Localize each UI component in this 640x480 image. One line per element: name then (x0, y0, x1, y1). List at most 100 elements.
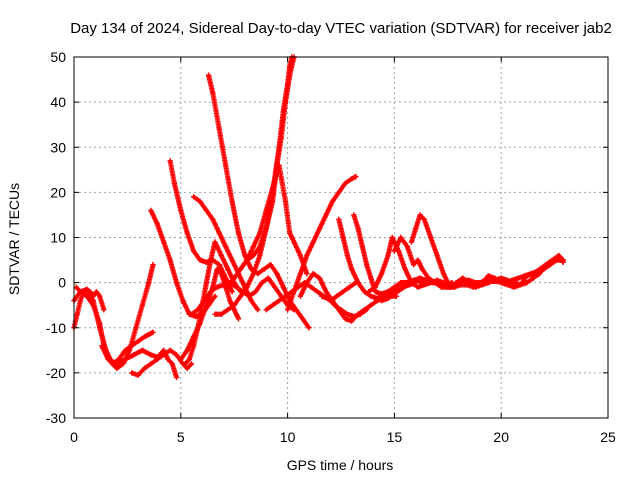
data-point (231, 307, 237, 313)
data-point (398, 286, 404, 292)
data-point (434, 252, 440, 259)
data-point (355, 225, 361, 232)
data-point (389, 234, 395, 241)
data-point (282, 198, 289, 204)
data-point (398, 234, 404, 241)
data-point (122, 356, 128, 362)
data-point (472, 284, 479, 290)
y-tick-label: 20 (50, 184, 66, 200)
data-point (263, 307, 269, 313)
data-point (357, 311, 363, 317)
data-point (84, 293, 90, 299)
data-point (141, 365, 148, 371)
data-point (167, 158, 173, 164)
data-point (331, 302, 338, 308)
data-point (505, 282, 511, 288)
data-point (105, 356, 111, 362)
data-point (364, 261, 370, 268)
data-point (244, 284, 250, 290)
data-point (227, 298, 233, 304)
data-point (485, 280, 491, 286)
data-point (329, 198, 336, 204)
data-point (349, 318, 355, 324)
data-point (368, 275, 374, 281)
data-point (263, 207, 269, 214)
data-point (325, 295, 331, 302)
data-point (342, 180, 348, 186)
data-point (216, 261, 222, 268)
chart-title: Day 134 of 2024, Sidereal Day-to-day VTE… (70, 20, 612, 37)
data-point (212, 311, 218, 317)
data-point (287, 230, 293, 236)
y-axis-label: SDTVAR / TECUs (6, 183, 22, 295)
series-arc-17 (285, 173, 359, 313)
data-point (238, 266, 244, 272)
data-point (472, 280, 479, 286)
data-point (319, 293, 325, 299)
data-point (167, 257, 173, 263)
data-point (304, 252, 310, 259)
data-point (208, 257, 214, 263)
data-point (146, 280, 152, 286)
data-point (368, 302, 374, 308)
y-tick-label: 50 (50, 49, 66, 65)
data-point (276, 298, 282, 304)
data-point (218, 311, 224, 317)
x-axis-label: GPS time / hours (287, 457, 394, 473)
data-point (188, 311, 195, 317)
data-point (438, 284, 444, 290)
data-point (171, 180, 177, 186)
data-point (398, 280, 404, 286)
data-point (404, 282, 410, 288)
data-point (178, 207, 184, 214)
data-point (218, 271, 224, 277)
y-tick-label: 0 (58, 275, 66, 291)
data-point (432, 280, 438, 286)
data-point (287, 72, 293, 78)
data-point (225, 266, 231, 272)
data-point (291, 239, 297, 245)
data-point (353, 173, 359, 180)
data-point (391, 291, 397, 297)
data-point (291, 307, 297, 313)
data-point (210, 216, 216, 223)
data-point (93, 289, 100, 295)
data-point (229, 198, 235, 204)
data-point (188, 361, 195, 367)
data-point (114, 361, 120, 367)
data-point (77, 298, 84, 304)
data-point (334, 293, 340, 299)
data-point (419, 266, 425, 272)
data-point (524, 273, 530, 279)
data-point (255, 307, 261, 313)
data-point (549, 257, 556, 263)
data-point (267, 261, 274, 268)
data-point (415, 257, 421, 263)
data-point (250, 271, 257, 277)
data-point (101, 307, 107, 313)
data-point (317, 275, 323, 281)
data-point (252, 289, 259, 295)
data-point (173, 280, 180, 286)
data-point (250, 252, 257, 259)
data-point (411, 261, 417, 268)
data-point (233, 284, 239, 290)
data-point (466, 277, 472, 283)
data-point (97, 320, 103, 326)
data-point (195, 307, 201, 313)
data-point (203, 259, 210, 265)
data-point (560, 257, 566, 263)
data-point (402, 266, 408, 272)
data-point (505, 277, 511, 283)
data-point (285, 307, 291, 313)
data-point (186, 356, 192, 362)
data-point (90, 302, 96, 308)
data-point (248, 298, 254, 304)
data-point (537, 266, 543, 272)
data-point (261, 266, 267, 272)
data-point (129, 370, 135, 376)
data-point (220, 282, 227, 288)
data-point (417, 275, 423, 281)
data-point (344, 311, 351, 317)
